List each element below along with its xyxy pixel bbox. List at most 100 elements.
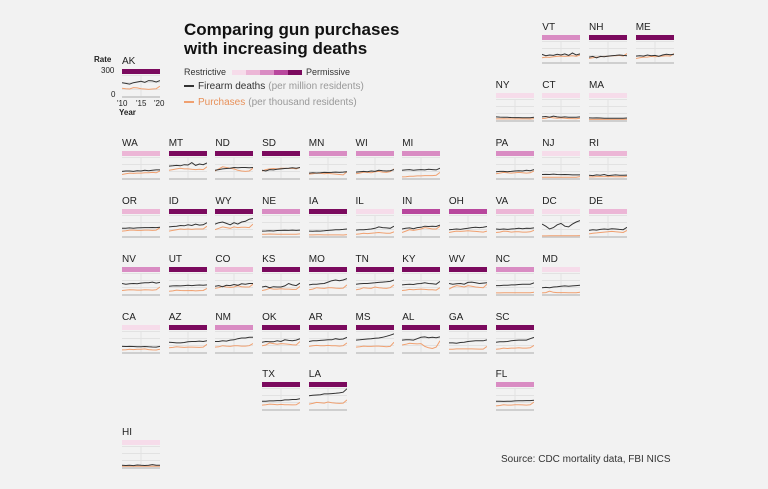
purchases-line [448, 229, 487, 233]
purchases-line [589, 175, 627, 178]
mini-chart [448, 272, 487, 296]
purchases-line [542, 54, 581, 59]
deaths-line [542, 52, 581, 57]
x-axis [355, 235, 394, 238]
deaths-line [308, 336, 347, 342]
mini-chart [495, 98, 534, 122]
x-axis [215, 235, 254, 238]
state-label: WY [215, 195, 232, 207]
x-axis [589, 62, 627, 64]
deaths-line [402, 335, 441, 341]
state-label: DE [589, 195, 603, 207]
state-tile-nh: NH [589, 22, 627, 64]
permissiveness-bar [402, 208, 441, 214]
state-label: SC [495, 311, 510, 323]
state-label: NC [495, 253, 511, 265]
x-axis [402, 177, 441, 180]
state-label: IN [402, 195, 413, 207]
permissiveness-bar [542, 35, 581, 40]
state-label: AZ [168, 311, 182, 323]
deaths-line [402, 224, 441, 230]
permissiveness-bar [355, 324, 394, 330]
mini-chart [355, 156, 394, 180]
state-tile-ri: RI [589, 138, 627, 180]
mini-chart [355, 330, 394, 354]
mini-chart [448, 214, 487, 238]
purchases-line [589, 229, 627, 235]
mini-chart [589, 98, 627, 122]
permissiveness-bar [308, 324, 347, 330]
mini-chart [542, 41, 581, 64]
deaths-line [495, 336, 534, 343]
state-tile-ok: OK [262, 311, 301, 354]
mini-chart [122, 330, 160, 354]
mini-chart [215, 272, 254, 296]
purchases-line [542, 290, 581, 293]
mini-chart [402, 330, 441, 354]
x-axis [402, 351, 441, 354]
state-tile-ny: NY [495, 80, 534, 122]
mini-chart [308, 330, 347, 354]
mini-chart [122, 272, 160, 296]
key-x-tick-2: '15 [136, 99, 147, 108]
x-axis [635, 62, 674, 64]
state-tile-az: AZ [168, 311, 207, 354]
x-axis [495, 293, 534, 296]
state-label: MO [308, 253, 325, 265]
deaths-line [635, 53, 674, 57]
state-label: NH [589, 22, 604, 33]
x-axis [355, 177, 394, 180]
purchases-line [402, 171, 441, 178]
deaths-line [448, 281, 487, 285]
mini-chart [542, 272, 581, 296]
state-label: MA [589, 79, 604, 91]
mini-chart [215, 156, 254, 180]
purchases-line [355, 341, 394, 348]
state-label: CO [215, 253, 231, 265]
state-label: MT [168, 137, 184, 149]
purchases-line [495, 401, 534, 407]
scale-swatch-2 [246, 69, 261, 75]
state-tile-wv: WV [448, 254, 487, 296]
permissiveness-bar [402, 150, 441, 156]
x-axis [122, 351, 160, 354]
mini-chart [215, 330, 254, 354]
state-label: WA [122, 137, 138, 149]
deaths-line [308, 388, 347, 397]
deaths-line [448, 338, 487, 344]
permissiveness-bar [262, 208, 301, 214]
purchases-line [168, 166, 207, 171]
mini-chart [495, 388, 534, 412]
deaths-line [168, 339, 207, 343]
permissiveness-bar [262, 324, 301, 330]
legend-deaths: Firearm deaths (per million residents) [184, 78, 364, 94]
state-label: OK [262, 311, 277, 323]
deaths-label: Firearm deaths [198, 80, 266, 92]
state-label: LA [308, 369, 322, 381]
permissiveness-bar [262, 382, 301, 388]
x-axis [495, 409, 534, 412]
key-x-tick-3: '20 [154, 99, 165, 108]
state-label: AR [308, 311, 323, 323]
state-tile-md: MD [542, 254, 581, 296]
permissiveness-bar [589, 150, 627, 156]
x-axis [122, 467, 160, 470]
x-axis [448, 293, 487, 296]
mini-chart [122, 156, 160, 180]
deaths-line [262, 229, 301, 232]
permissiveness-bar [448, 324, 487, 330]
permissiveness-bar [308, 266, 347, 272]
permissiveness-bar [215, 324, 254, 330]
state-label: PA [495, 137, 509, 149]
deaths-line [262, 166, 301, 172]
mini-chart [495, 272, 534, 296]
state-label: MN [308, 137, 325, 149]
deaths-line [495, 116, 534, 119]
deaths-line [308, 277, 347, 285]
state-label: OH [448, 195, 464, 207]
permissiveness-bar [262, 150, 301, 156]
purchases-line [122, 85, 160, 90]
mini-chart [589, 214, 627, 238]
x-axis [308, 293, 347, 296]
state-tile-nd: ND [215, 138, 254, 180]
